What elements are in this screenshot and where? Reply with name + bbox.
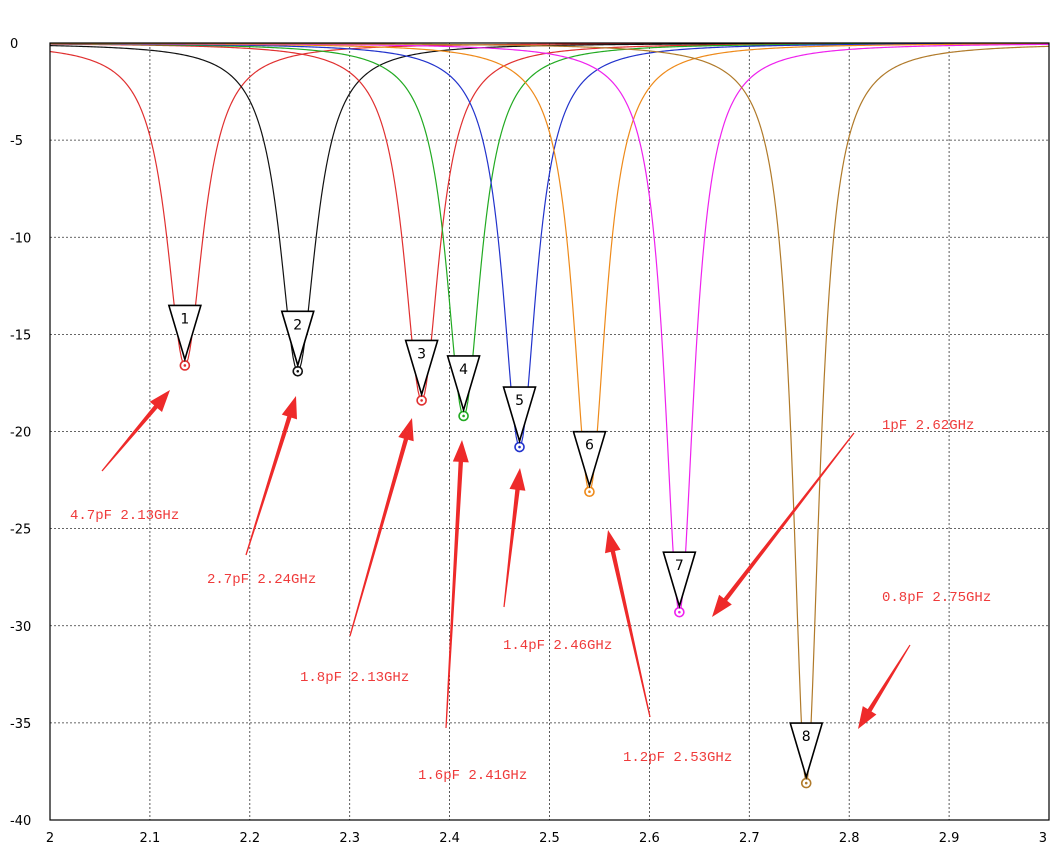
arrow bbox=[349, 418, 414, 637]
marker-dot bbox=[588, 490, 591, 494]
annotation-label: 1.4pF 2.46GHz bbox=[503, 638, 612, 654]
y-tick-label: 0 bbox=[10, 37, 18, 52]
x-tick-label: 2.1 bbox=[140, 831, 161, 846]
marker-dot bbox=[296, 369, 300, 373]
marker-triangle bbox=[167, 304, 202, 363]
x-tick-label: 2.5 bbox=[539, 831, 560, 846]
x-tick-label: 2.2 bbox=[239, 831, 260, 846]
x-tick-label: 3 bbox=[1039, 831, 1047, 846]
x-axis-ticks: 2 2.1 2.2 2.3 2.4 2.5 2.6 2.7 2.8 2.9 3 bbox=[46, 831, 1047, 846]
marker-dot bbox=[183, 364, 187, 367]
annotation-label: 1.6pF 2.41GHz bbox=[418, 768, 527, 784]
y-tick-label: -20 bbox=[10, 426, 31, 441]
marker-label: 7 bbox=[675, 558, 684, 574]
marker-label: 8 bbox=[802, 729, 811, 745]
x-tick-label: 2.3 bbox=[339, 831, 360, 846]
arrow bbox=[101, 390, 170, 472]
marker-triangle bbox=[572, 430, 607, 489]
y-tick-label: -25 bbox=[10, 523, 31, 538]
y-tick-label: -40 bbox=[10, 814, 31, 829]
marker-dot bbox=[804, 781, 808, 785]
x-tick-label: 2.8 bbox=[839, 831, 860, 846]
annotation-label: 1.8pF 2.13GHz bbox=[300, 670, 409, 686]
marker-dot bbox=[462, 414, 465, 418]
marker-triangle bbox=[280, 310, 315, 369]
marker-dot bbox=[678, 610, 681, 614]
arrow bbox=[712, 432, 855, 617]
arrow bbox=[858, 644, 911, 729]
marker-label: 3 bbox=[417, 346, 426, 362]
x-tick-label: 2.9 bbox=[939, 831, 960, 846]
y-tick-label: -10 bbox=[10, 231, 31, 246]
y-tick-label: -35 bbox=[10, 717, 31, 732]
plot-frame bbox=[49, 42, 1050, 821]
marker-triangle bbox=[446, 355, 481, 413]
annotations: 4.7pF 2.13GHz 2.7pF 2.24GHz 1.8pF 2.13GHz 1… bbox=[70, 418, 991, 784]
annotation-label: 1.2pF 2.53GHz bbox=[623, 750, 732, 766]
marker-label: 4 bbox=[459, 362, 468, 378]
grid bbox=[50, 43, 1049, 820]
annotation-label: 4.7pF 2.13GHz bbox=[70, 508, 179, 524]
y-tick-label: -15 bbox=[10, 328, 31, 343]
x-tick-label: 2.4 bbox=[439, 831, 460, 846]
marker-triangle bbox=[789, 722, 824, 780]
arrow bbox=[245, 396, 297, 556]
marker-label: 1 bbox=[180, 311, 189, 327]
marker-dot bbox=[518, 445, 521, 449]
x-tick-label: 2 bbox=[46, 831, 54, 846]
arrow bbox=[503, 468, 526, 608]
marker-triangle bbox=[404, 339, 439, 398]
annotation-label: 2.7pF 2.24GHz bbox=[207, 572, 316, 588]
marker-label: 6 bbox=[585, 438, 594, 454]
y-tick-label: -30 bbox=[10, 620, 31, 635]
markers: 1 2 3 4 5 6 7 8 bbox=[167, 304, 824, 789]
marker-dot bbox=[420, 399, 423, 402]
annotation-label: 0.8pF 2.75GHz bbox=[882, 590, 991, 606]
marker-label: 2 bbox=[293, 317, 302, 333]
marker-triangle bbox=[502, 386, 537, 444]
x-tick-label: 2.7 bbox=[739, 831, 760, 846]
annotation-arrows bbox=[101, 390, 911, 729]
y-tick-label: -5 bbox=[10, 134, 23, 149]
marker-triangle bbox=[662, 551, 697, 609]
annotation-label: 1pF 2.62GHz bbox=[882, 418, 974, 434]
x-tick-label: 2.6 bbox=[639, 831, 660, 846]
arrow bbox=[445, 440, 469, 728]
y-axis-ticks: 0 -5 -10 -15 -20 -25 -30 -35 -40 bbox=[10, 37, 31, 829]
marker-label: 5 bbox=[515, 393, 524, 409]
arrow bbox=[605, 530, 651, 718]
